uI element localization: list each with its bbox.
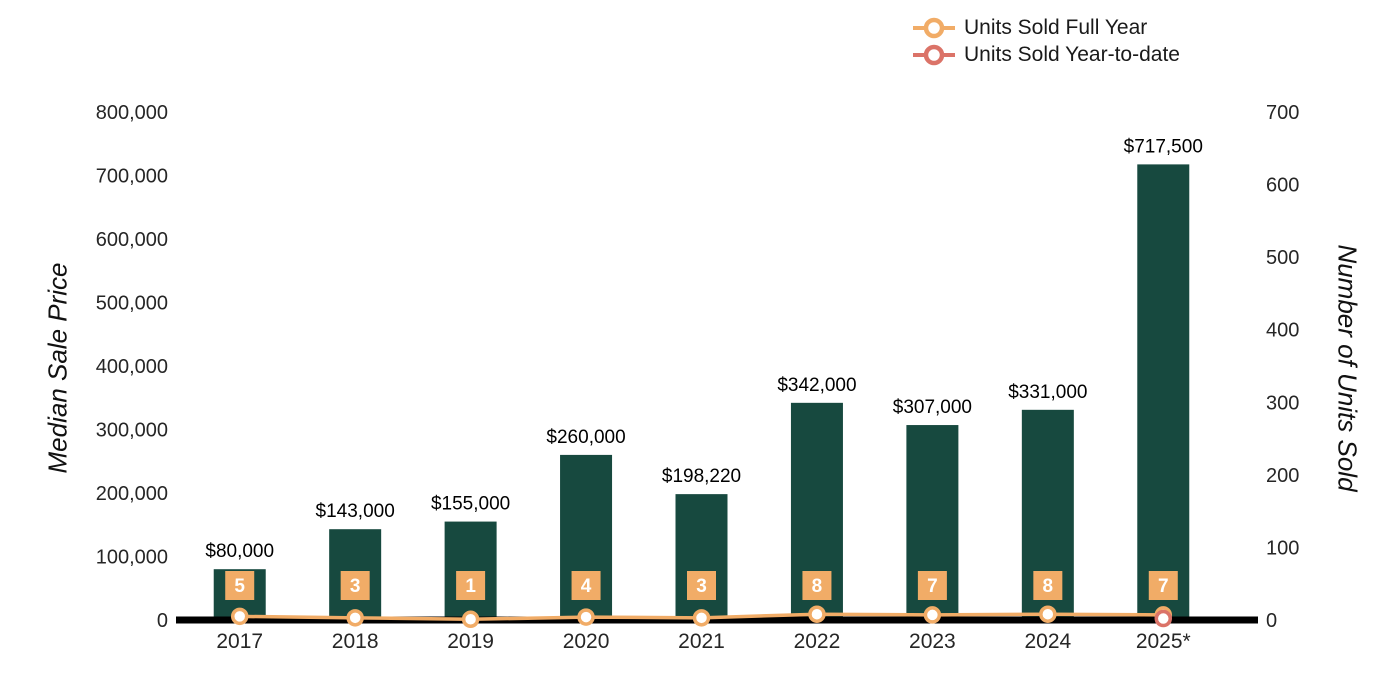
y-left-tick-label: 500,000 bbox=[96, 293, 168, 315]
bar-value-label: $260,000 bbox=[546, 427, 625, 448]
x-tick-label: 2020 bbox=[563, 630, 610, 653]
x-tick-label: 2022 bbox=[794, 630, 841, 653]
y-left-tick-label: 700,000 bbox=[96, 166, 168, 188]
legend: Units Sold Full Year Units Sold Year-to-… bbox=[912, 16, 1180, 67]
y-left-tick-label: 100,000 bbox=[96, 547, 168, 569]
legend-label-ytd: Units Sold Year-to-date bbox=[964, 43, 1180, 66]
unit-count-label: 1 bbox=[465, 576, 476, 597]
full-year-marker bbox=[461, 610, 480, 629]
y-right-tick-label: 0 bbox=[1266, 610, 1277, 632]
x-tick-label: 2024 bbox=[1024, 630, 1071, 653]
y-right-tick-label: 500 bbox=[1266, 247, 1299, 269]
y-right-tick-label: 300 bbox=[1266, 392, 1299, 414]
full-year-marker bbox=[923, 606, 942, 624]
full-year-marker bbox=[230, 607, 249, 626]
unit-count-badge bbox=[917, 571, 947, 600]
unit-count-badge bbox=[456, 571, 486, 600]
median-price-bar bbox=[444, 521, 497, 620]
y-left-tick-label: 200,000 bbox=[96, 483, 168, 505]
unit-count-badge bbox=[571, 571, 601, 600]
y-right-tick-label: 700 bbox=[1266, 102, 1299, 124]
bar-value-label: $143,000 bbox=[316, 501, 395, 522]
median-price-bar bbox=[1137, 164, 1190, 620]
unit-count-label: 3 bbox=[350, 576, 361, 597]
y-left-tick-label: 600,000 bbox=[96, 229, 168, 251]
unit-count-label: 7 bbox=[927, 576, 938, 597]
unit-count-label: 8 bbox=[812, 576, 823, 597]
unit-count-label: 5 bbox=[234, 576, 245, 597]
legend-marker-glyph bbox=[913, 17, 955, 39]
full-year-line-marker-icon bbox=[912, 16, 956, 40]
full-year-marker bbox=[577, 608, 595, 626]
x-tick-label: 2021 bbox=[678, 630, 725, 653]
unit-count-badge bbox=[802, 571, 832, 600]
y-left-tick-label: 800,000 bbox=[96, 102, 168, 124]
y-left-tick-label: 400,000 bbox=[96, 356, 168, 378]
legend-marker-glyph bbox=[913, 44, 955, 66]
y-left-tick-label: 0 bbox=[157, 610, 168, 632]
x-tick-label: 2018 bbox=[332, 630, 379, 653]
legend-item-units-sold-ytd: Units Sold Year-to-date bbox=[912, 43, 1180, 67]
bar-value-label: $717,500 bbox=[1124, 136, 1203, 157]
y-right-tick-label: 600 bbox=[1266, 175, 1299, 197]
unit-count-label: 3 bbox=[696, 576, 707, 597]
unit-count-badge bbox=[687, 571, 716, 600]
x-tick-label: 2017 bbox=[216, 630, 263, 653]
unit-count-label: 4 bbox=[581, 576, 592, 597]
unit-count-label: 7 bbox=[1158, 576, 1169, 597]
y-right-tick-label: 400 bbox=[1266, 320, 1299, 342]
unit-count-label: 8 bbox=[1043, 576, 1054, 597]
unit-count-badge bbox=[340, 571, 370, 600]
bar-value-label: $307,000 bbox=[893, 397, 972, 418]
full-year-marker bbox=[692, 609, 711, 627]
x-tick-label: 2023 bbox=[909, 630, 956, 653]
full-year-marker bbox=[808, 605, 826, 623]
bar-value-label: $331,000 bbox=[1008, 382, 1087, 403]
full-year-marker bbox=[346, 609, 364, 627]
x-axis-line bbox=[176, 616, 1258, 624]
bar-value-label: $342,000 bbox=[777, 375, 856, 396]
median-price-bar bbox=[675, 494, 728, 620]
unit-count-badge bbox=[1033, 571, 1063, 600]
bar-value-label: $198,220 bbox=[662, 466, 741, 487]
x-tick-label: 2019 bbox=[447, 630, 494, 653]
bar-value-label: $155,000 bbox=[431, 494, 510, 515]
ytd-line-marker-icon bbox=[912, 43, 956, 67]
unit-count-badge bbox=[225, 571, 255, 600]
ytd-marker bbox=[1154, 609, 1173, 628]
y-right-tick-label: 200 bbox=[1266, 465, 1299, 487]
y-left-tick-label: 300,000 bbox=[96, 420, 168, 442]
unit-count-badge bbox=[1148, 571, 1178, 600]
x-tick-label: 2025* bbox=[1136, 630, 1191, 653]
legend-label-full-year: Units Sold Full Year bbox=[964, 16, 1148, 39]
legend-item-units-sold-full-year: Units Sold Full Year bbox=[912, 16, 1180, 40]
full-year-marker bbox=[1039, 605, 1057, 623]
y-right-tick-label: 100 bbox=[1266, 537, 1299, 559]
bar-value-label: $80,000 bbox=[205, 541, 274, 562]
